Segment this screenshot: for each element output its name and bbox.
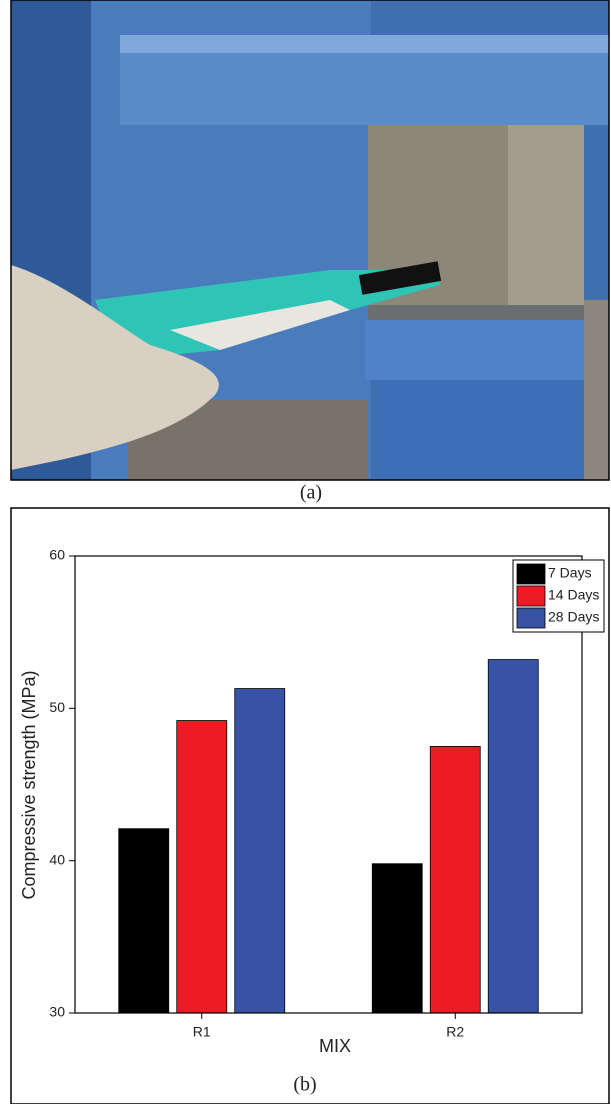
caption: (a) (300, 482, 322, 504)
bar (430, 746, 480, 1013)
y-tick-label: 30 (49, 1004, 65, 1020)
legend-label: 28 Days (548, 609, 599, 625)
legend-label: 14 Days (548, 587, 599, 603)
x-axis-label: MIX (319, 1036, 351, 1056)
legend-swatch (517, 586, 545, 606)
bar (177, 721, 227, 1013)
y-tick-label: 50 (49, 699, 65, 715)
page: {"captions": ["(a)", "(b)"], "chart_data… (0, 0, 611, 1104)
photo (11, 0, 609, 480)
figure: (a) (b) Compressive strength (MPa) MIX 3… (0, 0, 611, 1104)
bar (372, 864, 422, 1013)
y-axis-label: Compressive strength (MPa) (19, 670, 39, 899)
bar (235, 689, 285, 1013)
legend-swatch (517, 608, 545, 628)
y-tick-label: 60 (49, 547, 65, 563)
bar (119, 829, 169, 1013)
x-tick-label: R2 (446, 1024, 464, 1040)
x-tick-label: R1 (193, 1024, 211, 1040)
y-tick-label: 40 (49, 851, 65, 867)
legend-swatch (517, 564, 545, 584)
legend-label: 7 Days (548, 565, 592, 581)
caption: (b) (293, 1074, 316, 1096)
bar (488, 660, 538, 1013)
